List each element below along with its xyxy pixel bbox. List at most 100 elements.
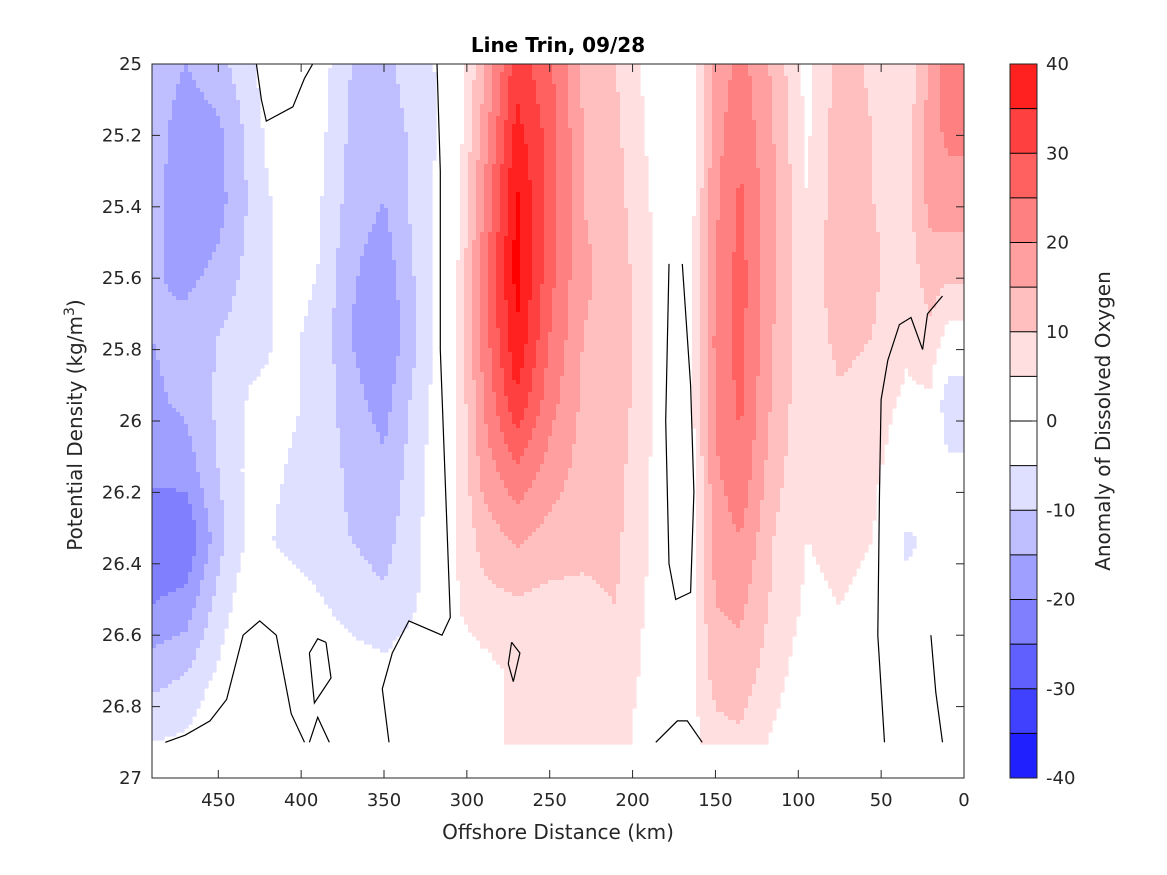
heatmap-cell <box>396 132 401 137</box>
heatmap-cell <box>612 136 617 141</box>
heatmap-cell <box>872 80 877 85</box>
heatmap-cell <box>384 76 389 81</box>
heatmap-cell <box>376 80 381 85</box>
heatmap-cell <box>488 88 493 93</box>
heatmap-cell <box>752 164 757 169</box>
heatmap-cell <box>856 160 861 165</box>
heatmap-cell <box>196 144 201 149</box>
heatmap-cell <box>372 180 377 185</box>
heatmap-cell <box>712 132 717 137</box>
heatmap-cell <box>620 156 625 161</box>
heatmap-cell <box>940 108 945 113</box>
heatmap-cell <box>724 68 729 73</box>
heatmap-cell <box>464 96 469 101</box>
heatmap-cell <box>404 80 409 85</box>
heatmap-cell <box>384 88 389 93</box>
heatmap-cell <box>748 136 753 141</box>
heatmap-cell <box>744 112 749 117</box>
heatmap-cell <box>724 176 729 181</box>
heatmap-cell <box>760 80 765 85</box>
heatmap-cell <box>828 116 833 121</box>
heatmap-cell <box>892 72 897 77</box>
heatmap-cell <box>160 148 165 153</box>
heatmap-cell <box>760 172 765 177</box>
heatmap-cell <box>184 176 189 181</box>
heatmap-cell <box>372 132 377 137</box>
heatmap-cell <box>736 168 741 173</box>
heatmap-cell <box>432 156 437 161</box>
heatmap-cell <box>368 80 373 85</box>
heatmap-cell <box>896 124 901 129</box>
heatmap-cell <box>360 136 365 141</box>
heatmap-cell <box>392 168 397 173</box>
heatmap-cell <box>412 156 417 161</box>
heatmap-cell <box>892 76 897 81</box>
heatmap-cell <box>760 96 765 101</box>
heatmap-cell <box>172 72 177 77</box>
heatmap-cell <box>256 136 261 141</box>
heatmap-cell <box>472 160 477 165</box>
heatmap-cell <box>560 136 565 141</box>
heatmap-cell <box>812 128 817 133</box>
heatmap-cell <box>876 80 881 85</box>
heatmap-cell <box>548 132 553 137</box>
heatmap-cell <box>948 156 953 161</box>
heatmap-cell <box>816 172 821 177</box>
heatmap-cell <box>608 148 613 153</box>
heatmap-cell <box>620 164 625 169</box>
heatmap-cell <box>248 92 253 97</box>
heatmap-cell <box>636 152 641 157</box>
heatmap-cell <box>328 152 333 157</box>
heatmap-cell <box>716 84 721 89</box>
heatmap-cell <box>548 144 553 149</box>
heatmap-cell <box>260 132 265 137</box>
heatmap-cell <box>840 84 845 89</box>
heatmap-cell <box>920 168 925 173</box>
heatmap-cell <box>172 180 177 185</box>
heatmap-cell <box>212 72 217 77</box>
heatmap-cell <box>524 84 529 89</box>
heatmap-cell <box>480 160 485 165</box>
heatmap-cell <box>876 84 881 89</box>
heatmap-cell <box>260 148 265 153</box>
heatmap-cell <box>864 180 869 185</box>
heatmap-cell <box>464 168 469 173</box>
heatmap-cell <box>328 180 333 185</box>
heatmap-cell <box>632 132 637 137</box>
heatmap-cell <box>356 160 361 165</box>
heatmap-cell <box>376 84 381 89</box>
heatmap-cell <box>764 164 769 169</box>
heatmap-cell <box>236 120 241 125</box>
heatmap-cell <box>348 100 353 105</box>
heatmap-cell <box>536 176 541 181</box>
heatmap-cell <box>576 92 581 97</box>
heatmap-cell <box>888 116 893 121</box>
heatmap-cell <box>248 144 253 149</box>
heatmap-cell <box>176 116 181 121</box>
heatmap-cell <box>624 160 629 165</box>
heatmap-cell <box>600 128 605 133</box>
heatmap-cell <box>920 132 925 137</box>
heatmap-cell <box>612 176 617 181</box>
heatmap-cell <box>476 164 481 169</box>
heatmap-cell <box>516 156 521 161</box>
heatmap-cell <box>324 152 329 157</box>
heatmap-cell <box>852 156 857 161</box>
heatmap-cell <box>348 136 353 141</box>
heatmap-cell <box>416 120 421 125</box>
heatmap-cell <box>696 76 701 81</box>
heatmap-cell <box>192 184 197 189</box>
heatmap-cell <box>176 180 181 185</box>
heatmap-cell <box>884 132 889 137</box>
heatmap-cell <box>908 172 913 177</box>
heatmap-cell <box>860 136 865 141</box>
heatmap-cell <box>956 172 961 177</box>
heatmap-cell <box>944 156 949 161</box>
heatmap-cell <box>612 164 617 169</box>
heatmap-cell <box>912 108 917 113</box>
heatmap-cell <box>944 148 949 153</box>
heatmap-cell <box>708 64 713 69</box>
heatmap-cell <box>560 152 565 157</box>
heatmap-cell <box>884 180 889 185</box>
heatmap-cell <box>708 144 713 149</box>
